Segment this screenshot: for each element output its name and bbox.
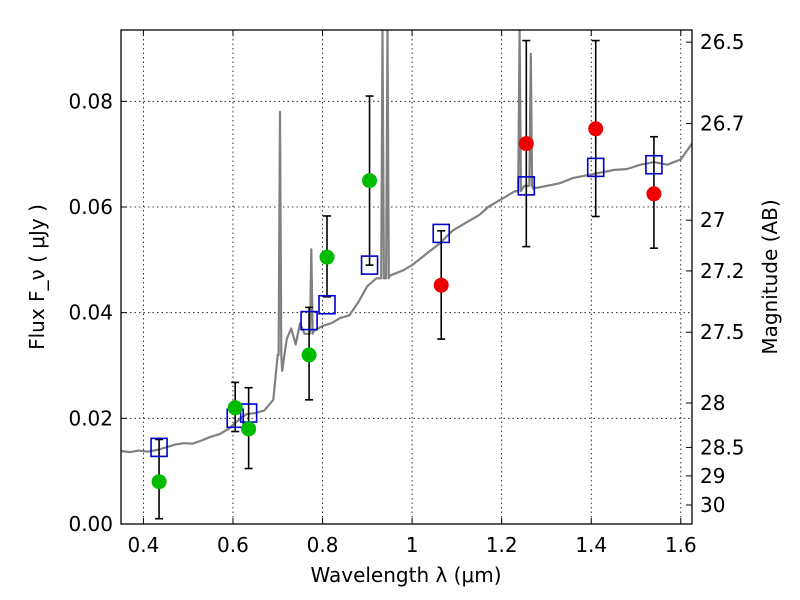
- y2-tick-label: 26.5: [700, 30, 745, 54]
- model-band-square: [586, 157, 605, 178]
- y-tick-label: 0.08: [68, 89, 113, 113]
- data-point: [241, 421, 257, 437]
- data-point: [362, 173, 378, 189]
- y2-tick-label: 30: [700, 493, 725, 517]
- data-point: [151, 474, 167, 490]
- model-band-square: [318, 294, 336, 315]
- data-point: [646, 186, 662, 202]
- model-band-square: [300, 310, 318, 331]
- y-tick-label: 0.00: [68, 512, 113, 536]
- y-axis-title: Flux F_ν ( μJy ): [25, 204, 49, 350]
- y2-tick-label: 28: [700, 391, 725, 415]
- y2-axis-title: Magnitude (AB): [758, 199, 782, 354]
- y2-tick-label: 27: [700, 208, 725, 232]
- y2-tick-label: 29: [700, 464, 725, 488]
- x-tick-label: 1.4: [575, 533, 607, 557]
- model-band-square: [432, 223, 451, 244]
- y-tick-label: 0.04: [68, 301, 113, 325]
- x-tick-label: 1.2: [486, 533, 518, 557]
- data-point: [518, 136, 534, 152]
- x-axis-title: Wavelength λ (μm): [310, 563, 501, 587]
- model-band-square: [150, 437, 168, 458]
- plot-frame: [120, 29, 693, 525]
- y2-tick-label: 27.2: [700, 259, 745, 283]
- y2-tick-label: 27.5: [700, 320, 745, 344]
- markers: [150, 121, 663, 490]
- y2-axis: 26.5 26.7 27 27.2 27.5 28 28.5 29 30: [686, 30, 745, 517]
- data-point: [588, 121, 604, 137]
- x-tick-label: 0.4: [127, 533, 159, 557]
- y2-tick-label: 28.5: [700, 435, 745, 459]
- y-axis: 0.00 0.02 0.04 0.06 0.08: [68, 89, 127, 536]
- data-point: [319, 249, 335, 265]
- model-band-square: [360, 255, 379, 275]
- x-tick-label: 1: [406, 533, 419, 557]
- x-axis: 0.4 0.6 0.8 1 1.2 1.4 1.6: [127, 30, 697, 557]
- y-tick-label: 0.06: [68, 195, 113, 219]
- model-band-square: [517, 176, 536, 196]
- data-point: [433, 277, 449, 293]
- data-point: [301, 347, 317, 363]
- model-band-square: [645, 154, 663, 175]
- x-tick-label: 0.6: [217, 533, 249, 557]
- x-tick-label: 0.8: [307, 533, 339, 557]
- y2-tick-label: 26.7: [700, 112, 745, 136]
- y-tick-label: 0.02: [68, 406, 113, 430]
- x-tick-label: 1.6: [665, 533, 697, 557]
- data-point: [227, 400, 243, 416]
